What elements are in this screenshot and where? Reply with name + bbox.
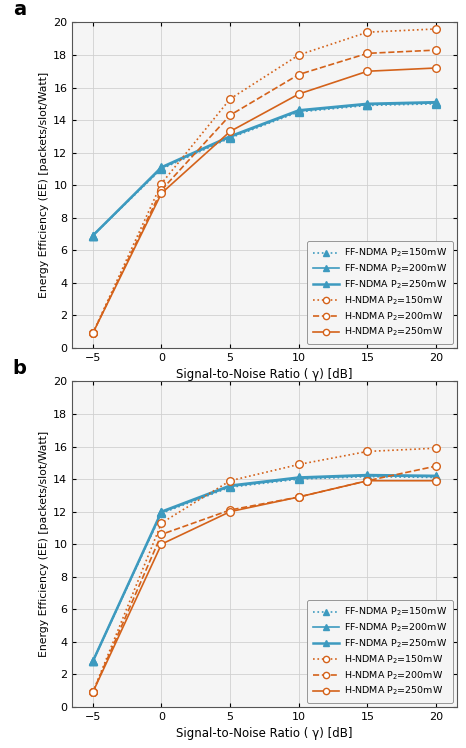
Y-axis label: Energy Efficiency (EE) [packets/slot/Watt]: Energy Efficiency (EE) [packets/slot/Wat… bbox=[39, 72, 49, 298]
Y-axis label: Energy Efficiency (EE) [packets/slot/Watt]: Energy Efficiency (EE) [packets/slot/Wat… bbox=[39, 431, 49, 657]
Legend: FF-NDMA P$_2$=150mW, FF-NDMA P$_2$=200mW, FF-NDMA P$_2$=250mW, H-NDMA P$_2$=150m: FF-NDMA P$_2$=150mW, FF-NDMA P$_2$=200mW… bbox=[307, 241, 453, 344]
Text: b: b bbox=[13, 359, 27, 378]
X-axis label: Signal-to-Noise Ratio ( γ) [dB]: Signal-to-Noise Ratio ( γ) [dB] bbox=[176, 727, 353, 741]
Text: a: a bbox=[13, 0, 26, 19]
X-axis label: Signal-to-Noise Ratio ( γ) [dB]: Signal-to-Noise Ratio ( γ) [dB] bbox=[176, 368, 353, 381]
Legend: FF-NDMA P$_2$=150mW, FF-NDMA P$_2$=200mW, FF-NDMA P$_2$=250mW, H-NDMA P$_2$=150m: FF-NDMA P$_2$=150mW, FF-NDMA P$_2$=200mW… bbox=[307, 600, 453, 703]
